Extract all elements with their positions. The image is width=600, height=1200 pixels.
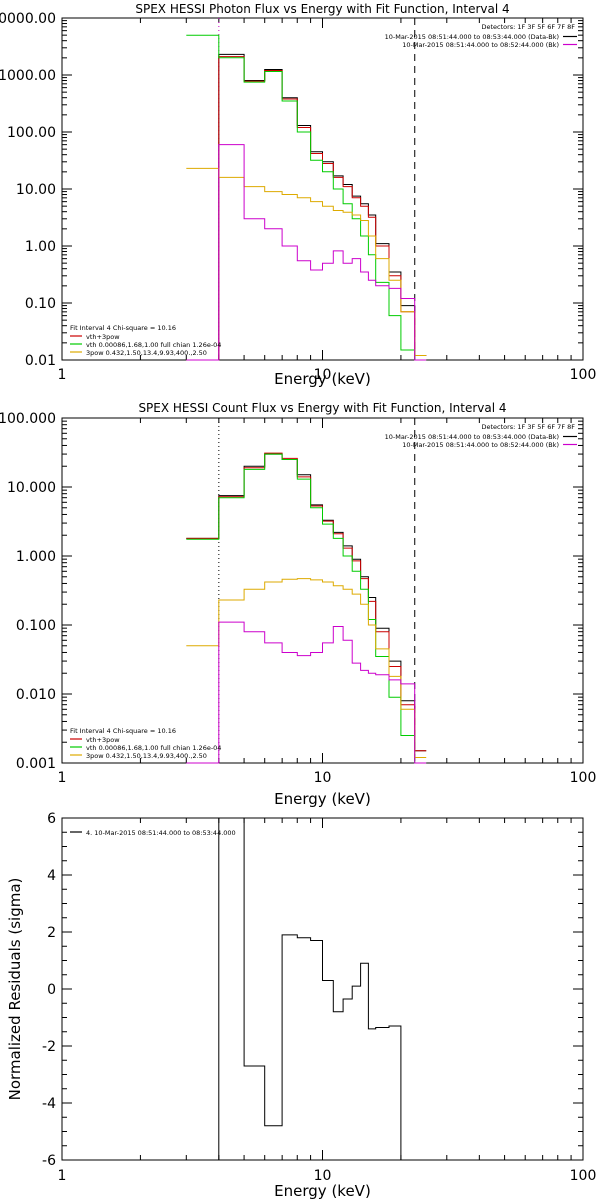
x-tick-label: 10 — [314, 1168, 332, 1184]
y-tick-label: 1.000 — [16, 549, 56, 565]
y-tick-label: 1000.00 — [0, 68, 56, 84]
legend-top-entry: 10-Mar-2015 08:51:44.000 to 08:52:44.000… — [402, 441, 559, 449]
y-tick-label: 0.01 — [25, 353, 56, 369]
series-data-bk — [186, 53, 427, 361]
y-tick-label: 1.00 — [25, 239, 56, 255]
y-tick-label: 0.001 — [16, 756, 56, 772]
x-tick-label: 10 — [314, 770, 332, 786]
x-tick-label: 1 — [58, 367, 67, 383]
y-tick-label: 0.010 — [16, 687, 56, 703]
y-tick-label: 10.000 — [7, 480, 56, 496]
legend-fit-header: Fit Interval 4 Chi-square = 10.16 — [70, 727, 176, 735]
series-bk — [186, 144, 427, 361]
legend-fit-entry: 3pow 0.432,1.50,13.4,9.93,400.,2.50 — [86, 752, 207, 760]
y-tick-label: -2 — [42, 1039, 56, 1055]
legend-top-entry: 10-Mar-2015 08:51:44.000 to 08:53:44.000… — [385, 33, 559, 41]
y-tick-label: 10000.00 — [0, 11, 56, 27]
y-tick-label: 2 — [47, 925, 56, 941]
y-tick-label: 4 — [47, 868, 56, 884]
y-axis-label: Normalized Residuals (sigma) — [6, 878, 24, 1101]
legend-top-entry: 10-Mar-2015 08:51:44.000 to 08:52:44.000… — [402, 41, 559, 49]
x-axis-label: Energy (keV) — [274, 370, 371, 388]
series-vth-3pow — [186, 56, 427, 361]
y-tick-label: -4 — [42, 1096, 56, 1112]
series-bk — [186, 621, 427, 764]
y-tick-label: 0 — [47, 982, 56, 998]
y-tick-label: 10.00 — [16, 182, 56, 198]
x-axis-label: Energy (keV) — [274, 790, 371, 808]
y-tick-label: 0.100 — [16, 618, 56, 634]
legend-interval-entry: 4. 10-Mar-2015 08:51:44.000 to 08:53:44.… — [86, 829, 236, 837]
legend-detectors: Detectors: 1F 3F 5F 6F 7F 8F — [481, 23, 575, 31]
x-tick-label: 1 — [58, 770, 67, 786]
x-tick-label: 100 — [570, 770, 597, 786]
legend-fit-entry: vth+3pow — [86, 736, 120, 744]
legend-fit-entry: vth 0.00086,1.68,1.00 full chian 1.26e-0… — [86, 341, 221, 349]
y-tick-label: 6 — [47, 811, 56, 827]
series-residuals — [218, 817, 415, 1161]
x-tick-label: 10 — [314, 367, 332, 383]
chart-panel-3: 1 10 100 -6 -4 -2 0 2 4 6 Energy (keV) Normalized R… — [6, 811, 596, 1200]
series-3pow — [186, 578, 427, 758]
y-tick-label: 100.000 — [0, 411, 56, 427]
chart-panel-2: 1 10 100 0.001 0.010 0.100 1.000 10.000 100.000 S… — [0, 401, 596, 808]
series-vth — [186, 34, 427, 361]
plot-frame — [61, 17, 584, 361]
y-tick-label: 100.00 — [7, 125, 56, 141]
legend-fit-header: Fit Interval 4 Chi-square = 10.16 — [70, 324, 176, 332]
plot-frame — [61, 817, 584, 1161]
chart-title: SPEX HESSI Photon Flux vs Energy with Fi… — [135, 2, 509, 16]
chart-panel-1: 1 10 100 0.01 0.10 1.00 10.00 100.00 1000.00 1000… — [0, 2, 596, 388]
y-tick-label: -6 — [42, 1153, 56, 1169]
legend-fit-entry: vth 0.00086,1.68,1.00 full chian 1.26e-0… — [86, 744, 221, 752]
series-data-bk — [186, 453, 427, 752]
series-vth — [186, 453, 427, 764]
legend-fit-entry: vth+3pow — [86, 333, 120, 341]
chart-title: SPEX HESSI Count Flux vs Energy with Fit… — [138, 401, 506, 415]
x-tick-label: 100 — [570, 1168, 597, 1184]
legend-detectors: Detectors: 1F 3F 5F 6F 7F 8F — [481, 423, 575, 431]
legend-top-entry: 10-Mar-2015 08:51:44.000 to 08:53:44.000… — [385, 433, 559, 441]
plot-frame — [61, 417, 584, 764]
x-axis-label: Energy (keV) — [274, 1182, 371, 1200]
series-3pow — [186, 167, 427, 356]
y-tick-label: 0.10 — [25, 296, 56, 312]
legend-fit-entry: 3pow 0.432,1.50,13.4,9.93,400.,2.50 — [86, 349, 207, 357]
x-tick-label: 100 — [570, 367, 597, 383]
x-tick-label: 1 — [58, 1168, 67, 1184]
